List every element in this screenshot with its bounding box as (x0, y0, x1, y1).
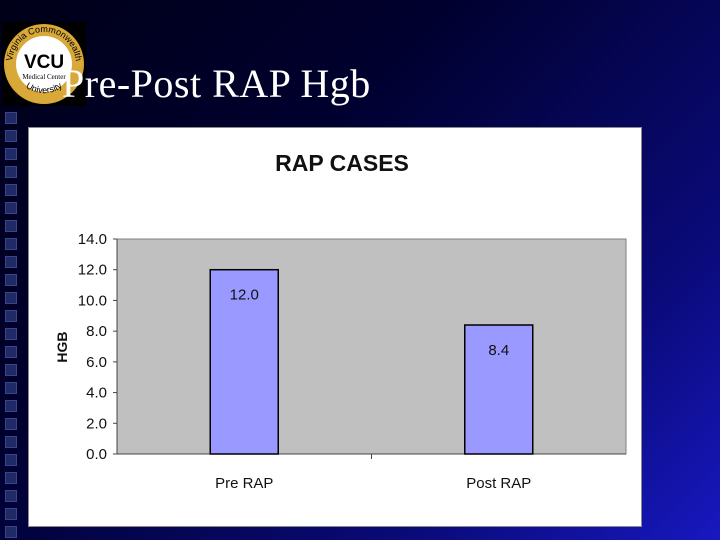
slide-title: Pre-Post RAP Hgb (62, 61, 371, 106)
decorative-square (5, 238, 17, 250)
decorative-square (5, 274, 17, 286)
x-tick-label: Pre RAP (215, 475, 273, 492)
decorative-square (5, 472, 17, 484)
bar-pre-rap (209, 268, 279, 455)
y-tick-label: 2.0 (86, 415, 107, 432)
decorative-square (5, 148, 17, 160)
y-tick-label: 4.0 (86, 385, 107, 402)
decorative-square (5, 454, 17, 466)
chart-title: RAP CASES (275, 150, 409, 176)
decorative-square (5, 166, 17, 178)
bar-post-rap (464, 324, 534, 455)
decorative-square (5, 292, 17, 304)
decorative-square (5, 418, 17, 430)
y-tick-label: 8.0 (86, 323, 107, 340)
decorative-square (5, 256, 17, 268)
svg-text:University: University (24, 80, 64, 95)
data-label: 8.4 (488, 342, 509, 359)
decorative-square (5, 130, 17, 142)
decorative-square (5, 310, 17, 322)
decorative-square (5, 490, 17, 502)
y-tick-label: 14.0 (78, 231, 107, 248)
logo-ring-bottom-text: University (24, 80, 64, 95)
decorative-square (5, 328, 17, 340)
logo-sub-text: Medical Center (22, 73, 66, 81)
decorative-square (5, 526, 17, 538)
decorative-square (5, 400, 17, 412)
logo-main-text: VCU (24, 52, 64, 73)
y-tick-label: 12.0 (78, 262, 107, 279)
y-tick-label: 10.0 (78, 292, 107, 309)
y-tick-label: 6.0 (86, 354, 107, 371)
data-label: 12.0 (230, 287, 259, 304)
chart-panel: RAP CASES 0.0 2.0 4.0 6.0 8.0 10.0 12.0 14.0 12… (28, 127, 642, 527)
decorative-square (5, 436, 17, 448)
x-tick-label: Post RAP (466, 475, 531, 492)
decorative-square (5, 184, 17, 196)
decorative-square (5, 220, 17, 232)
y-axis-label: HGB (54, 331, 70, 362)
bar-chart: RAP CASES 0.0 2.0 4.0 6.0 8.0 10.0 12.0 14.0 12… (54, 150, 627, 492)
decorative-square (5, 112, 17, 124)
left-decorative-strip (0, 0, 22, 540)
decorative-square (5, 364, 17, 376)
vcu-medical-center-logo: Virginia Commonwealth University VCU Med… (2, 22, 86, 106)
decorative-square (5, 382, 17, 394)
plot-area (116, 238, 627, 455)
y-tick-label: 0.0 (86, 446, 107, 463)
decorative-square (5, 346, 17, 358)
decorative-square (5, 202, 17, 214)
decorative-square (5, 508, 17, 520)
